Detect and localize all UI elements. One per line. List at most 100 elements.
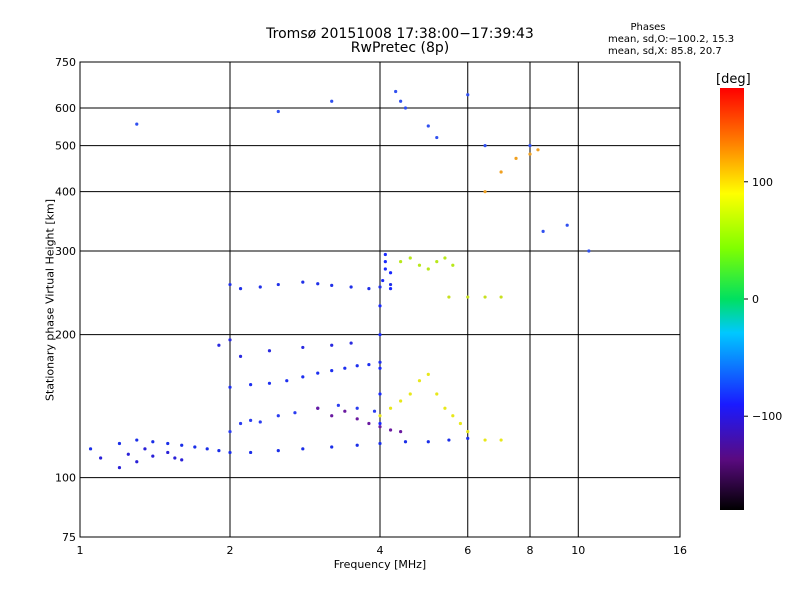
colorbar-tick-label: −100 — [752, 410, 782, 423]
y-tick-label: 200 — [55, 329, 76, 342]
data-point — [399, 430, 403, 434]
data-point — [217, 449, 221, 453]
data-point — [381, 278, 385, 283]
data-point — [343, 366, 347, 370]
data-point — [166, 441, 170, 446]
data-point — [205, 447, 209, 451]
data-point — [276, 109, 280, 114]
data-point — [483, 438, 487, 442]
data-point — [378, 421, 382, 426]
phase-stats-o: mean, sd,O:−100.2, 15.3 — [608, 34, 735, 45]
data-point — [330, 343, 334, 347]
data-point — [228, 430, 232, 434]
x-axis-label: Frequency [MHz] — [333, 558, 427, 571]
data-point — [388, 271, 393, 275]
y-tick-label: 75 — [62, 531, 76, 544]
data-point — [399, 399, 403, 403]
data-point — [285, 379, 289, 383]
chart-subtitle: RwPretec (8p) — [350, 40, 450, 56]
data-point — [378, 414, 382, 418]
data-point — [349, 285, 353, 289]
data-point — [228, 450, 232, 455]
data-point — [88, 447, 93, 451]
data-point — [316, 371, 320, 375]
data-point — [426, 440, 430, 444]
data-point — [451, 263, 455, 267]
data-point — [143, 447, 147, 451]
data-point — [367, 287, 371, 291]
data-point — [466, 430, 470, 434]
data-point — [330, 99, 334, 103]
data-point — [417, 379, 422, 383]
colorbar — [720, 88, 744, 510]
phase-stats-title: Phases — [630, 22, 666, 33]
data-point — [417, 263, 422, 267]
data-point — [499, 295, 503, 299]
data-point — [388, 282, 393, 287]
x-tick-label: 4 — [377, 544, 384, 557]
data-point — [330, 414, 334, 418]
data-point — [249, 450, 253, 455]
data-point — [383, 260, 387, 264]
data-point — [528, 144, 532, 148]
data-point — [301, 375, 305, 379]
y-tick-label: 100 — [55, 472, 76, 485]
data-point — [151, 440, 155, 444]
data-point — [378, 285, 382, 289]
data-point — [408, 256, 412, 260]
data-point — [435, 260, 439, 264]
data-point — [403, 106, 408, 110]
data-point — [426, 267, 430, 271]
data-point — [388, 428, 393, 432]
data-point — [267, 349, 272, 353]
data-point — [293, 411, 297, 415]
data-point — [367, 421, 371, 426]
data-points — [88, 89, 591, 470]
data-point — [258, 285, 262, 289]
data-point — [180, 443, 184, 447]
data-point — [541, 229, 545, 233]
data-point — [367, 362, 371, 367]
data-point — [372, 409, 377, 413]
data-point — [267, 381, 272, 385]
colorbar-ticks: 100 0 −100 — [744, 176, 782, 423]
data-point — [399, 99, 403, 103]
colorbar-tick-label: 100 — [752, 176, 773, 189]
data-point — [483, 190, 487, 194]
data-point — [249, 418, 253, 422]
data-point — [238, 287, 243, 291]
data-point — [316, 282, 320, 286]
data-point — [435, 392, 439, 396]
data-point — [435, 135, 439, 140]
data-point — [499, 170, 503, 174]
y-tick-label: 400 — [55, 186, 76, 199]
data-point — [451, 414, 455, 418]
data-point — [565, 223, 569, 227]
data-point — [301, 447, 305, 451]
data-point — [99, 456, 103, 460]
data-point — [276, 282, 280, 287]
data-point — [378, 333, 382, 337]
data-point — [258, 420, 262, 424]
data-point — [193, 445, 197, 449]
data-point — [514, 156, 518, 161]
data-point — [180, 458, 184, 462]
data-point — [378, 392, 382, 396]
data-point — [151, 454, 155, 458]
tick-labels: 1 2 4 6 8 10 16 75 100 200 300 400 500 600 750 — [55, 56, 687, 557]
data-point — [166, 450, 170, 455]
data-point — [135, 122, 139, 126]
data-point — [336, 403, 340, 407]
data-point — [528, 152, 532, 156]
data-point — [466, 295, 470, 299]
x-tick-label: 2 — [227, 544, 234, 557]
data-point — [228, 282, 232, 287]
data-point — [388, 287, 393, 291]
data-point — [355, 364, 359, 368]
data-point — [173, 456, 177, 460]
x-tick-label: 8 — [527, 544, 534, 557]
data-point — [403, 440, 408, 444]
data-point — [466, 93, 470, 97]
data-point — [330, 369, 334, 373]
colorbar-unit: [deg] — [716, 72, 751, 87]
